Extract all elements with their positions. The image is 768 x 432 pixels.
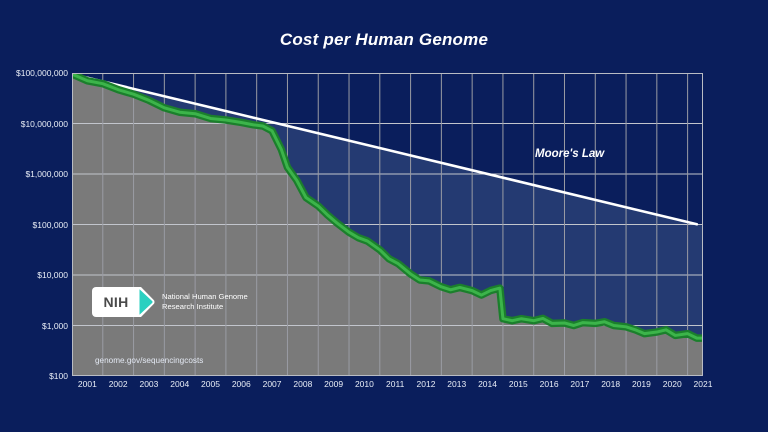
x-axis-tick-label: 2009 <box>324 379 344 389</box>
nih-org-line-1: National Human Genome <box>162 291 248 301</box>
y-axis-tick-label: $100,000 <box>32 219 68 230</box>
y-axis-tick-label: $100 <box>49 371 68 381</box>
plot-area <box>72 73 703 376</box>
x-axis-labels: 2001 2002 2003 2004 2005 2006 2007 2008 2009 2010… <box>72 379 713 395</box>
x-axis-tick-label: 2003 <box>139 379 159 389</box>
x-axis-tick-label: 2001 <box>77 379 97 389</box>
y-axis-tick-label: $1,000 <box>42 320 68 331</box>
x-axis-tick-label: 2002 <box>108 379 128 389</box>
y-axis-tick-label: $1,000,000 <box>25 169 68 179</box>
moores-law-line <box>72 73 699 226</box>
chevron-right-glyph <box>139 287 155 317</box>
x-axis-tick-label: 2004 <box>170 379 190 389</box>
chart-canvas <box>72 73 703 376</box>
x-axis-tick-label: 2017 <box>570 379 590 389</box>
x-axis-tick-label: 2016 <box>539 379 559 389</box>
x-axis-tick-label: 2018 <box>601 379 621 389</box>
source-url-text: genome.gov/sequencingcosts <box>95 356 204 365</box>
x-axis-tick-label: 2015 <box>508 379 528 389</box>
moores-law-annotation: Moore's Law <box>535 148 605 160</box>
x-axis-tick-label: 2006 <box>231 379 251 389</box>
y-axis-tick-label: $100,000,000 <box>16 68 68 78</box>
x-axis-tick-label: 2014 <box>478 379 497 389</box>
gridlines <box>72 73 703 376</box>
page-title: Cost per Human Genome <box>279 30 489 49</box>
x-axis-tick-label: 2008 <box>293 379 313 389</box>
cost-curve-line <box>72 73 703 340</box>
nih-badge: NIH <box>92 287 140 317</box>
y-axis-labels: $100,000,000 $10,000,000 $1,000,000 $100… <box>0 0 68 432</box>
x-axis-tick-label: 2012 <box>416 379 436 389</box>
chevron-right-icon <box>139 287 155 317</box>
nih-logo: NIH National Human Genome Research Insti… <box>92 286 248 318</box>
x-axis-tick-label: 2011 <box>386 379 405 389</box>
x-axis-tick-label: 2007 <box>262 379 282 389</box>
x-axis-tick-label: 2019 <box>631 379 651 389</box>
x-axis-tick-label: 2020 <box>662 379 682 389</box>
nih-org-name: National Human Genome Research Institute <box>162 292 248 313</box>
x-axis-tick-label: 2013 <box>447 379 467 389</box>
nih-org-line-2: Research Institute <box>162 302 224 311</box>
plot-frame <box>72 73 703 376</box>
y-axis-tick-label: $10,000,000 <box>20 118 68 129</box>
x-axis-tick-label: 2005 <box>201 379 220 389</box>
y-axis-tick-label: $10,000 <box>37 270 68 280</box>
moores-law-region-fill <box>87 77 703 339</box>
nih-badge-label: NIH <box>103 294 129 310</box>
x-axis-tick-label: 2021 <box>693 379 713 389</box>
x-axis-tick-label: 2010 <box>354 379 374 389</box>
cost-area-fill <box>72 74 703 376</box>
